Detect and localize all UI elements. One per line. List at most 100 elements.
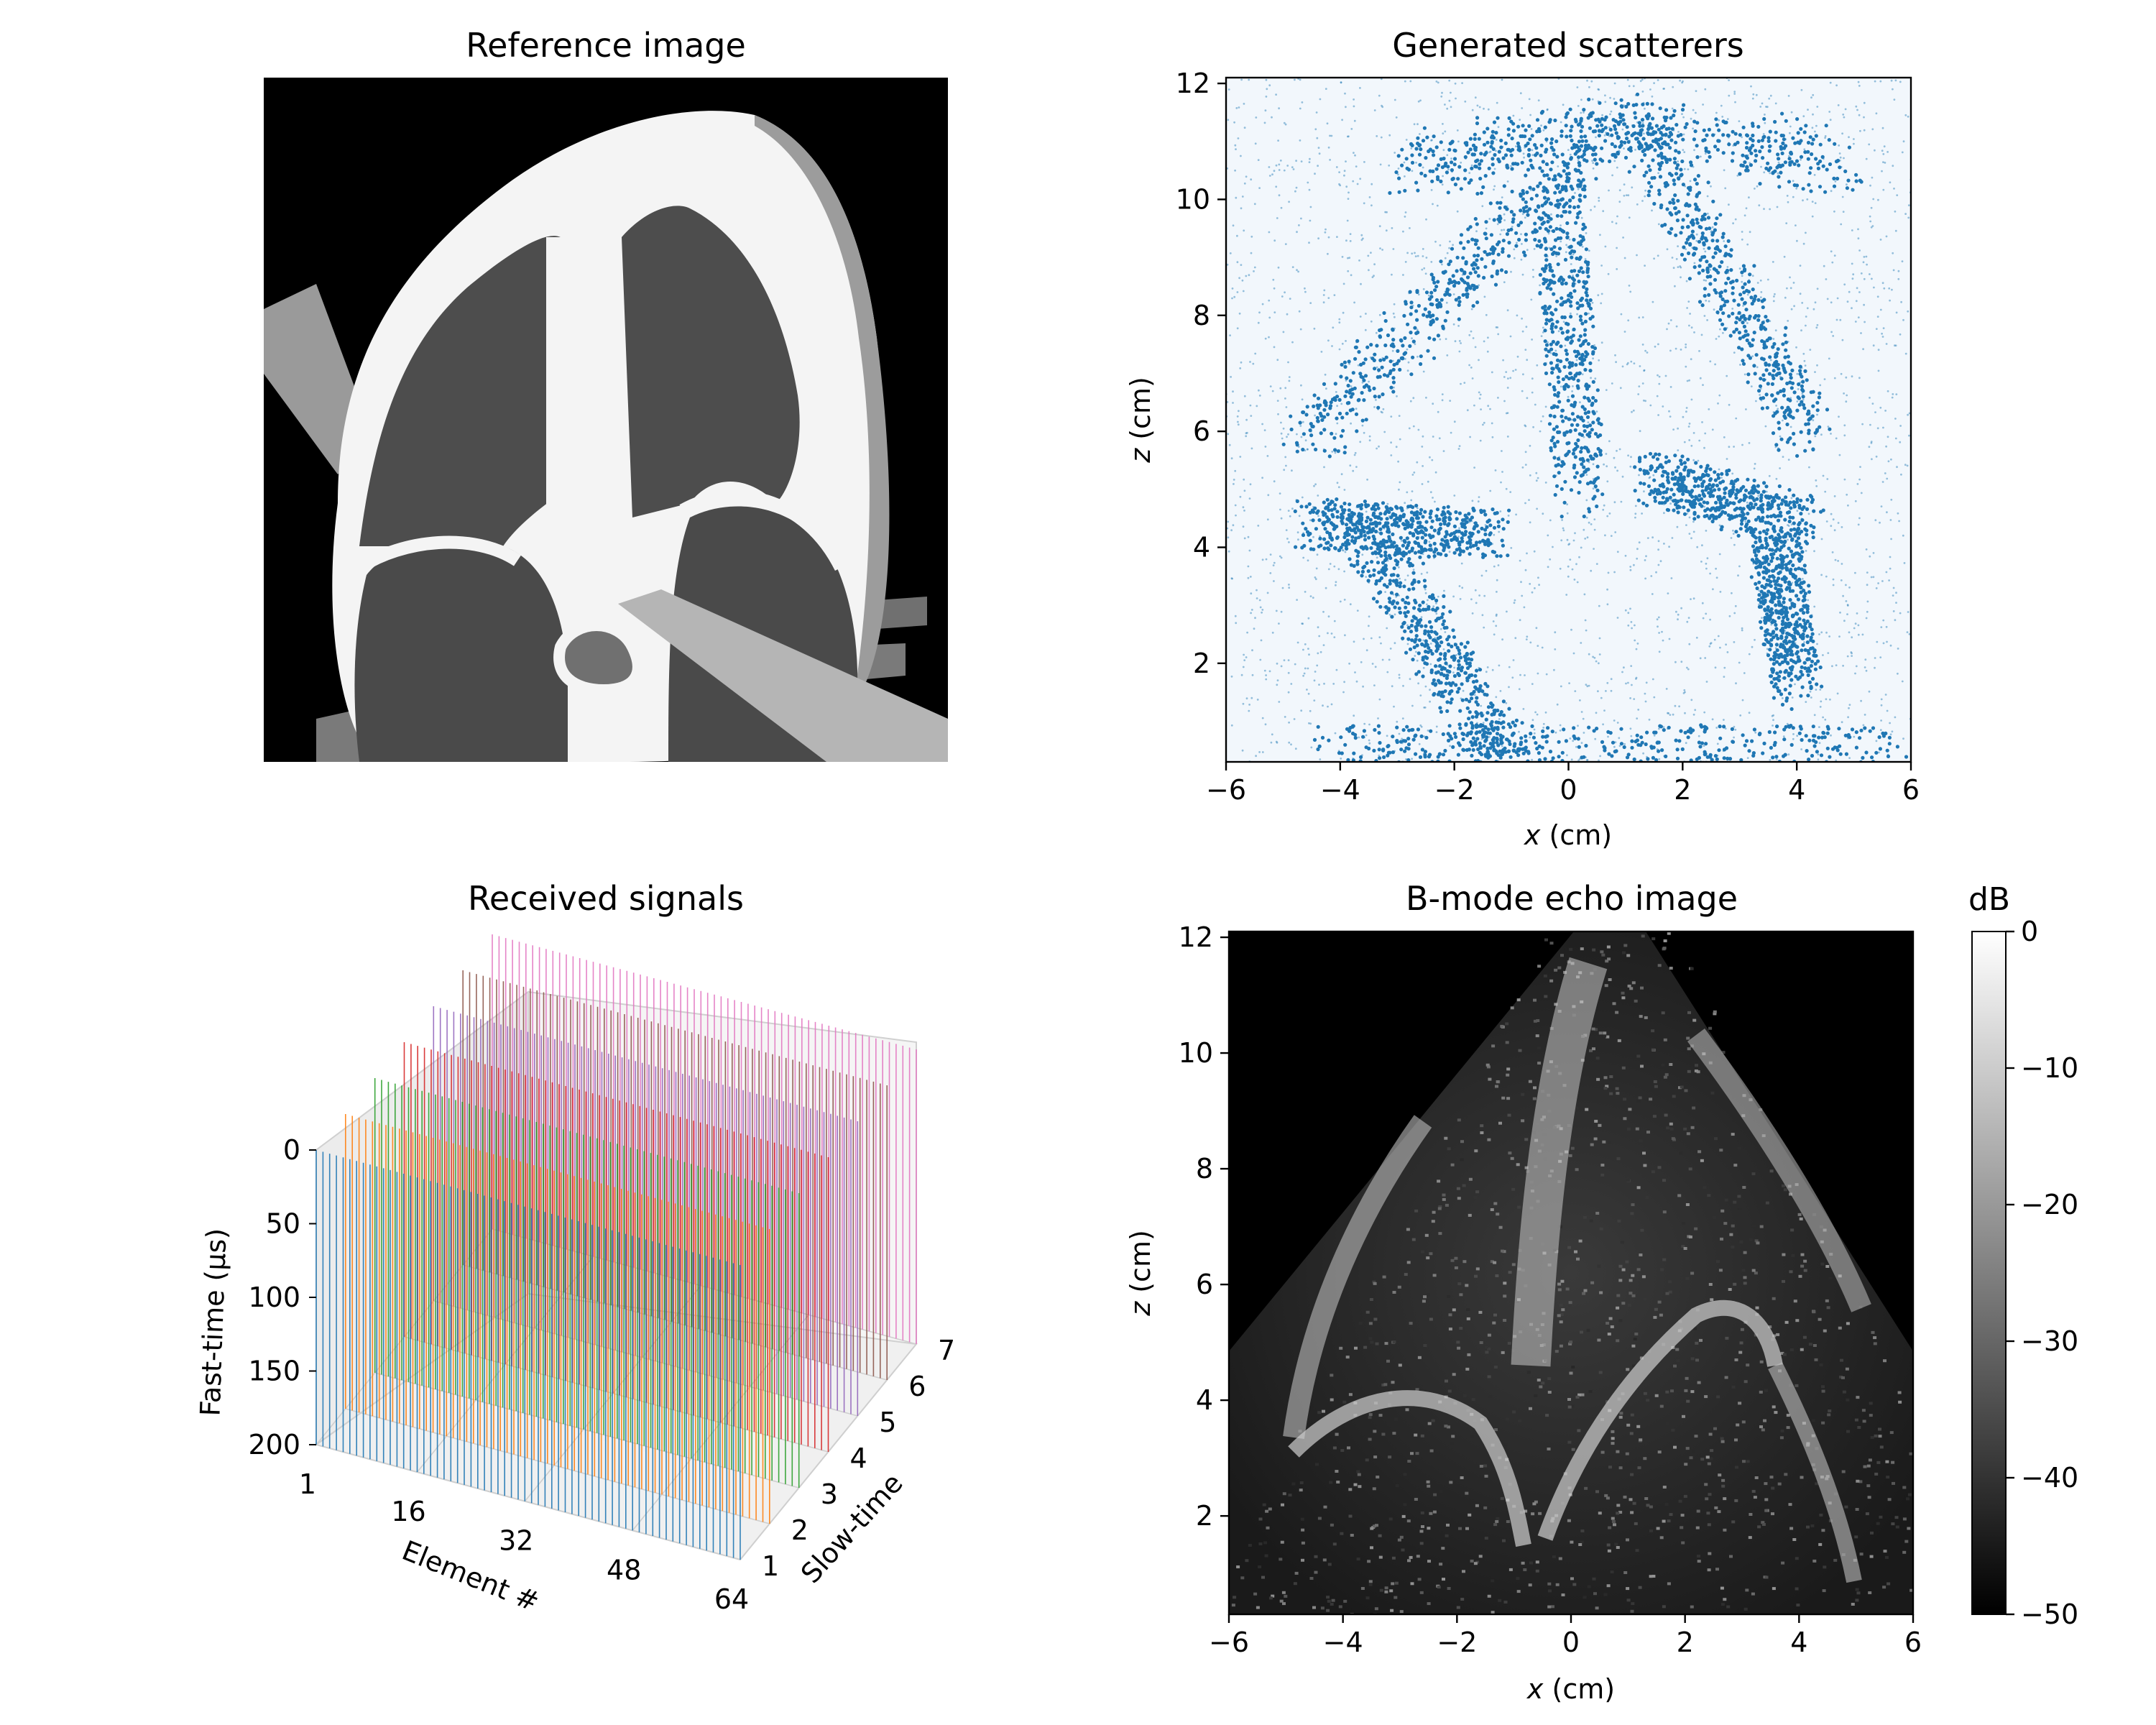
scatterer [1468, 518, 1473, 522]
scatterer [1697, 459, 1700, 462]
scatterer [1823, 378, 1826, 380]
scatterer [1424, 528, 1428, 532]
scatterer [1879, 521, 1881, 524]
scatterer [1865, 669, 1868, 672]
scatterer [1586, 685, 1589, 688]
scatterer [1737, 574, 1739, 577]
scatterer [1594, 477, 1598, 482]
scatterer [1384, 556, 1388, 561]
scatterer [1427, 294, 1430, 297]
scatterer [1457, 535, 1460, 538]
scatterer [1327, 508, 1331, 512]
scatterer [1241, 196, 1244, 198]
scatterer [1701, 421, 1703, 423]
scatterer [1530, 298, 1533, 301]
scatterer [1840, 223, 1843, 226]
scatterer [1404, 211, 1407, 213]
scatterer [1332, 326, 1335, 329]
scatterer [1740, 347, 1744, 351]
scatterer [1382, 373, 1387, 377]
scatterer [1575, 423, 1580, 427]
scatterer [1766, 318, 1770, 323]
scatterer [1385, 539, 1389, 544]
scatterer [1737, 331, 1741, 335]
scatterer [1475, 737, 1480, 741]
scatterer [1759, 296, 1762, 298]
scatterer [1431, 275, 1435, 280]
scatterer [1679, 79, 1682, 82]
scatterer [1398, 673, 1401, 676]
scatterer [1767, 363, 1772, 367]
scatterer [1685, 213, 1690, 218]
scatterer [1498, 664, 1501, 667]
scatterer [1621, 128, 1624, 131]
scatterer [1427, 620, 1432, 624]
scatterer [1325, 88, 1327, 90]
scatterer [1544, 321, 1549, 326]
scatterer [1353, 356, 1358, 361]
scatterer [1386, 502, 1389, 505]
scatterer [1420, 535, 1424, 540]
scatterer [1478, 359, 1480, 362]
scatterer [1353, 152, 1355, 155]
scatterer [1233, 121, 1235, 124]
scatterer [1475, 300, 1480, 305]
scatterer [1408, 290, 1412, 294]
scatterer [1687, 668, 1690, 671]
scatterer [1872, 552, 1875, 554]
scatterer [1674, 661, 1677, 663]
scatterer [1715, 239, 1720, 243]
scatterer [1409, 312, 1413, 316]
scatterer [1819, 706, 1822, 708]
scatterer [1542, 512, 1544, 515]
scatterer [1598, 662, 1600, 665]
scatterer [1475, 258, 1479, 262]
scatterer [1538, 226, 1542, 230]
scatterer [1496, 743, 1501, 748]
scatterer [1454, 536, 1458, 541]
scatterer [1618, 745, 1621, 748]
scatterer [1521, 243, 1523, 245]
scatterer [1299, 78, 1302, 81]
scatterer [1389, 385, 1393, 390]
scatterer [1854, 500, 1857, 502]
scatterer [1592, 463, 1595, 466]
scatterer [1831, 665, 1833, 668]
scatterer [1874, 411, 1876, 413]
scatterer [1449, 240, 1451, 243]
scatterer [1259, 606, 1262, 609]
scatterer [1587, 302, 1591, 306]
scatterer [1342, 451, 1347, 455]
scatterer [1779, 389, 1783, 394]
scatterer [1377, 570, 1381, 575]
scatterer [1423, 547, 1427, 551]
scatterer [1571, 451, 1575, 456]
scatterer [1656, 618, 1659, 621]
scatterer [1775, 477, 1778, 480]
scatterer [1862, 724, 1865, 727]
scatterer [1590, 208, 1593, 211]
scatterer [1606, 480, 1609, 483]
scatterer [1886, 151, 1889, 153]
scatterer [1381, 249, 1383, 251]
scatterer [1254, 617, 1256, 620]
scatterer [1410, 517, 1414, 521]
scatterer [1436, 204, 1439, 207]
scatterer [1496, 223, 1499, 226]
scatterer [1875, 740, 1878, 742]
scatterer [1863, 116, 1865, 119]
scatterer [1838, 635, 1841, 638]
scatterer [1518, 688, 1521, 691]
scatterer [1353, 454, 1356, 456]
scatterer [1529, 197, 1534, 201]
scatterer [1731, 308, 1734, 310]
scatterer [1715, 245, 1719, 249]
scatterer [1416, 507, 1419, 510]
scatterer [1231, 577, 1233, 580]
scatterer [1464, 262, 1468, 266]
scatterer [1232, 524, 1235, 527]
scatterer [1579, 144, 1584, 148]
scatterer [1271, 733, 1273, 736]
scatterer [1287, 510, 1290, 512]
scatterer [1583, 111, 1585, 114]
